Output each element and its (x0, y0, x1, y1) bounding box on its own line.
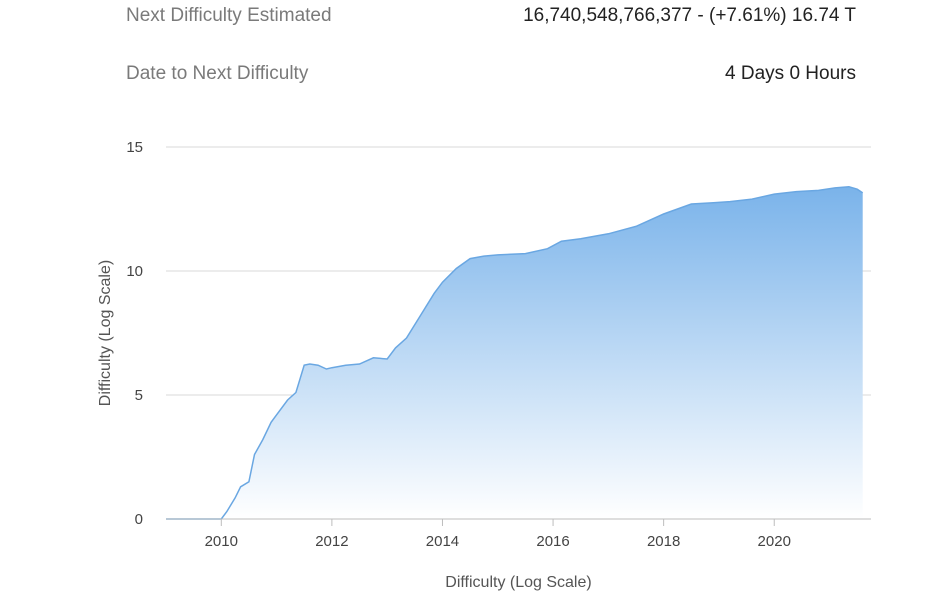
y-tick-label: 0 (135, 511, 143, 528)
y-tick-label: 5 (135, 387, 143, 404)
y-axis-title: Difficulty (Log Scale) (97, 260, 114, 406)
date-next-difficulty-row: Date to Next Difficulty 4 Days 0 Hours (126, 59, 856, 89)
y-axis: 0 5 10 15 (126, 139, 143, 528)
plot-area (166, 185, 864, 520)
x-axis: 2010 2012 2014 2016 2018 2020 (166, 518, 871, 550)
x-tick-label: 2020 (758, 533, 791, 550)
difficulty-area-fill (166, 186, 863, 519)
next-difficulty-value: 16,740,548,766,377 - (+7.61%) 16.74 T (523, 5, 856, 26)
date-next-difficulty-value: 4 Days 0 Hours (725, 63, 856, 84)
x-tick-label: 2010 (205, 533, 238, 550)
next-difficulty-row: Next Difficulty Estimated 16,740,548,766… (126, 1, 856, 31)
x-axis-title: Difficulty (Log Scale) (445, 574, 591, 591)
x-tick-label: 2014 (426, 533, 459, 550)
difficulty-series-line (166, 185, 864, 520)
next-difficulty-label: Next Difficulty Estimated (126, 5, 332, 26)
date-next-difficulty-label: Date to Next Difficulty (126, 63, 309, 84)
x-tick-label: 2018 (647, 533, 680, 550)
x-tick-label: 2012 (315, 533, 348, 550)
y-tick-label: 15 (126, 139, 143, 156)
x-tick-label: 2016 (536, 533, 569, 550)
y-tick-label: 10 (126, 263, 143, 280)
